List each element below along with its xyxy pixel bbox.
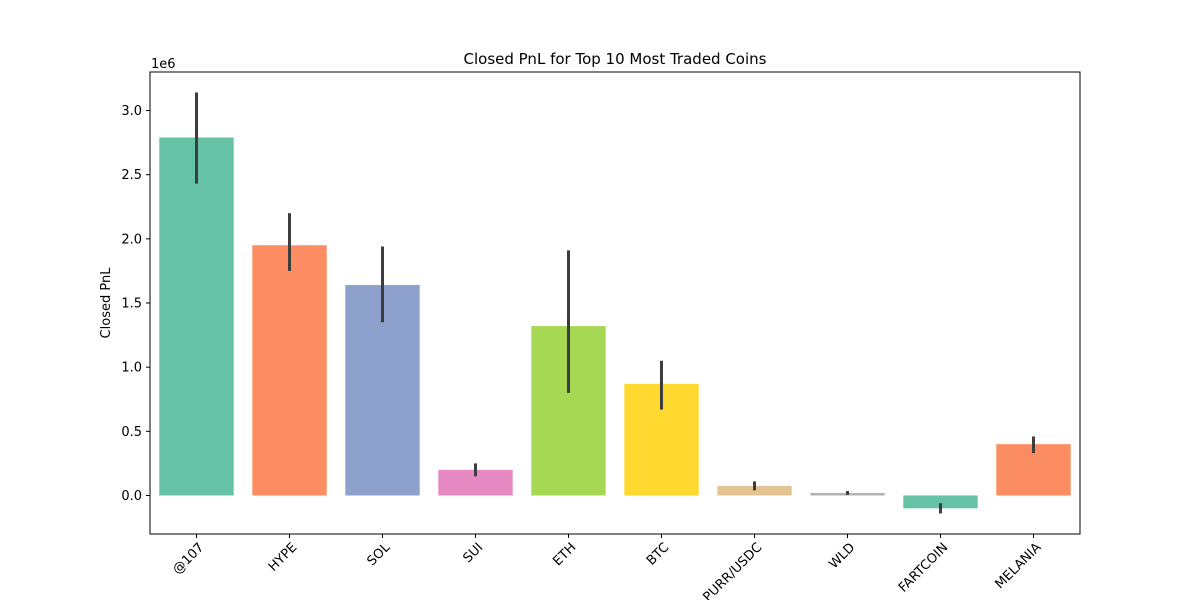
- y-axis-multiplier: 1e6: [151, 57, 176, 72]
- x-tick-label: ETH: [550, 540, 579, 569]
- x-tick-label: BTC: [644, 540, 672, 568]
- bar-fartcoin: [903, 495, 978, 509]
- y-tick-label: 0.5: [121, 425, 142, 440]
- chart-title: Closed PnL for Top 10 Most Traded Coins: [464, 50, 767, 68]
- y-tick-label: 2.5: [121, 168, 142, 183]
- y-tick-label: 3.0: [121, 104, 142, 119]
- x-tick-label: HYPE: [266, 540, 300, 574]
- x-tick-label: SOL: [365, 540, 394, 569]
- x-axis-ticks: @107 HYPE SOL SUI ETH BTC PURR/USDC WLD FARTCOIN…: [170, 534, 1044, 600]
- y-axis-ticks: 0.0 0.5 1.0 1.5 2.0 2.5 3.0: [121, 104, 150, 504]
- bar-purr-usdc: [717, 485, 792, 496]
- x-tick-label: PURR/USDC: [701, 540, 766, 600]
- y-tick-label: 1.5: [121, 297, 142, 312]
- x-tick-label: MELANIA: [992, 540, 1044, 592]
- y-axis-label: Closed PnL: [99, 267, 114, 339]
- y-tick-label: 0.0: [121, 489, 142, 504]
- x-tick-label: SUI: [460, 540, 486, 566]
- error-bars-group: [195, 92, 1035, 514]
- y-tick-label: 2.0: [121, 232, 142, 247]
- bars-group: [159, 137, 1071, 509]
- bar--107: [159, 137, 234, 496]
- x-tick-label: @107: [170, 540, 207, 577]
- x-tick-label: WLD: [826, 540, 858, 572]
- y-tick-label: 1.0: [121, 361, 142, 376]
- x-tick-label: FARTCOIN: [896, 540, 951, 595]
- bar-hype: [252, 245, 327, 496]
